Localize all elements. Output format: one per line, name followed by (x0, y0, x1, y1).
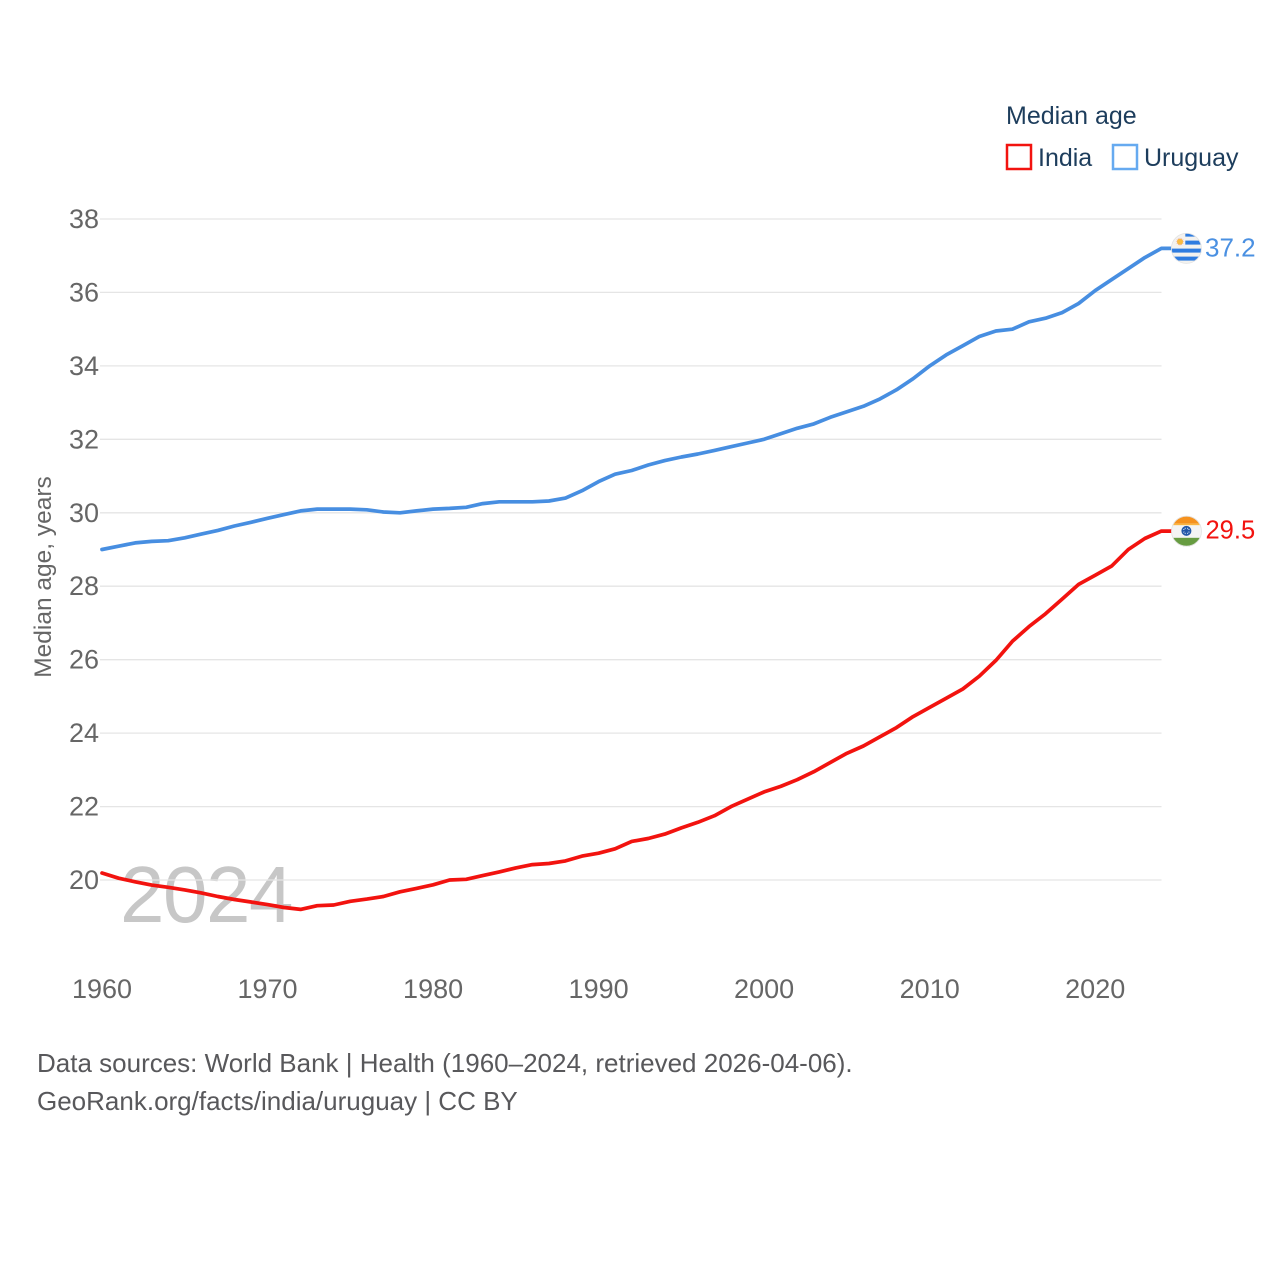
svg-text:32: 32 (69, 424, 99, 454)
svg-text:India: India (1038, 144, 1092, 172)
svg-text:1980: 1980 (403, 974, 463, 1004)
svg-text:2000: 2000 (734, 974, 794, 1004)
svg-text:38: 38 (69, 204, 99, 234)
svg-text:28: 28 (69, 571, 99, 601)
svg-text:1990: 1990 (569, 974, 629, 1004)
svg-text:2010: 2010 (900, 974, 960, 1004)
svg-text:30: 30 (69, 498, 99, 528)
svg-text:22: 22 (69, 792, 99, 822)
svg-text:20: 20 (69, 865, 99, 895)
svg-text:2020: 2020 (1065, 974, 1125, 1004)
svg-text:Uruguay: Uruguay (1144, 144, 1239, 172)
svg-text:Median age: Median age (1006, 102, 1137, 130)
svg-text:36: 36 (69, 277, 99, 307)
svg-text:37.2: 37.2 (1205, 232, 1256, 262)
svg-text:24: 24 (69, 718, 99, 748)
svg-text:Data sources: World Bank | Hea: Data sources: World Bank | Health (1960–… (37, 1048, 853, 1078)
svg-text:29.5: 29.5 (1206, 516, 1256, 544)
svg-text:26: 26 (69, 645, 99, 675)
svg-text:34: 34 (69, 351, 99, 381)
svg-text:1960: 1960 (72, 974, 132, 1004)
svg-text:1970: 1970 (237, 974, 297, 1004)
svg-text:Median age, years: Median age, years (30, 476, 57, 678)
svg-text:GeoRank.org/facts/india/urugua: GeoRank.org/facts/india/uruguay | CC BY (37, 1086, 518, 1116)
